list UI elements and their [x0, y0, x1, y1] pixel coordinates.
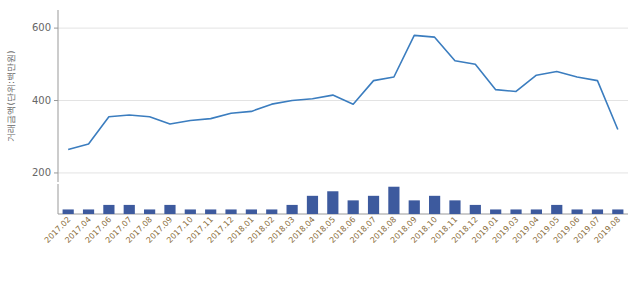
- volume-bar: [164, 205, 175, 214]
- bar-marks: [63, 187, 624, 214]
- y-tick-label: 600: [32, 22, 51, 33]
- x-tick-label: 2019.08: [592, 215, 622, 245]
- bar-panel: 2017.022017.042017.062017.072017.082017.…: [43, 184, 628, 245]
- volume-bar: [103, 205, 114, 214]
- volume-bar: [409, 200, 420, 214]
- y-tick: [54, 172, 58, 173]
- volume-bar: [449, 200, 460, 214]
- volume-bar: [368, 196, 379, 214]
- chart-container: 200 400 600 거래금액(단위:백만원) 2017.022017.042017.…: [0, 0, 640, 294]
- volume-bar: [592, 209, 603, 214]
- volume-bar: [307, 196, 318, 214]
- y-tick-label: 200: [32, 167, 51, 178]
- y-axis-line: [58, 10, 59, 182]
- volume-bar: [266, 209, 277, 214]
- volume-bar: [144, 209, 155, 214]
- y-tick-label: 400: [32, 95, 51, 106]
- volume-bar: [470, 205, 481, 214]
- volume-bar: [83, 209, 94, 214]
- y-tick: [54, 100, 58, 101]
- price-line: [68, 35, 618, 149]
- volume-bar: [531, 209, 542, 214]
- grid-line: [58, 28, 628, 29]
- x-axis-line: [58, 214, 628, 215]
- volume-bar: [551, 205, 562, 214]
- volume-bar: [63, 209, 74, 214]
- volume-bar: [246, 209, 257, 214]
- volume-bar: [490, 209, 501, 214]
- line-marks: [68, 35, 618, 149]
- volume-bar: [388, 187, 399, 214]
- volume-bar: [185, 209, 196, 214]
- volume-bar: [287, 205, 298, 214]
- bar-y-axis-line: [58, 184, 59, 214]
- y-axis-label: 거래금액(단위:백만원): [6, 50, 16, 141]
- line-panel: 200 400 600 거래금액(단위:백만원): [6, 10, 628, 182]
- y-tick: [54, 28, 58, 29]
- volume-bar: [225, 209, 236, 214]
- volume-bar: [429, 196, 440, 214]
- volume-bar: [327, 191, 338, 214]
- volume-bar: [612, 209, 623, 214]
- grid-line: [58, 172, 628, 173]
- volume-bar: [205, 209, 216, 214]
- volume-bar: [510, 209, 521, 214]
- chart-svg: 200 400 600 거래금액(단위:백만원) 2017.022017.042017.…: [0, 0, 640, 294]
- volume-bar: [348, 200, 359, 214]
- volume-bar: [572, 209, 583, 214]
- volume-bar: [124, 205, 135, 214]
